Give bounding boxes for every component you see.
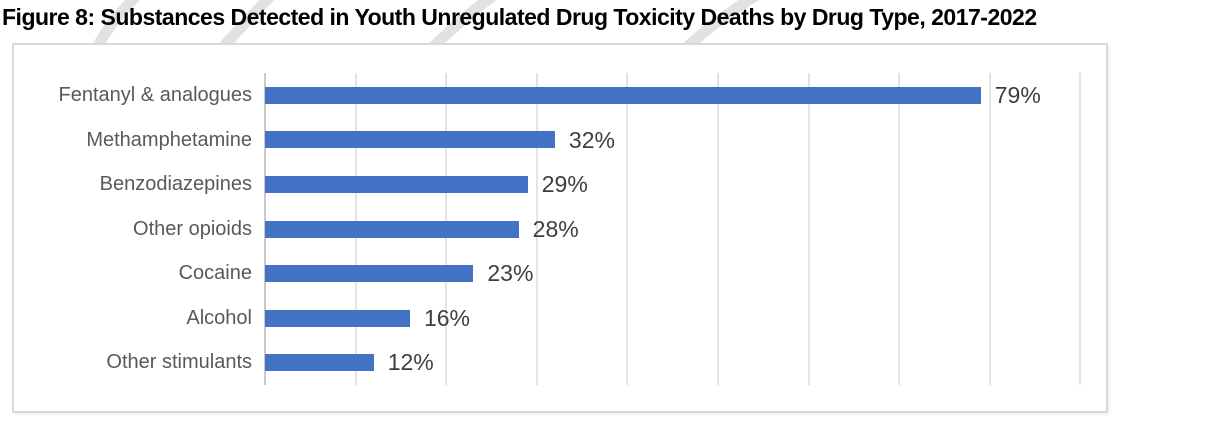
bar: [265, 220, 519, 238]
bar: [265, 309, 410, 327]
gridline: [898, 73, 901, 385]
value-label: 79%: [994, 82, 1041, 108]
category-label: Other stimulants: [106, 351, 252, 374]
value-label: 16%: [423, 304, 470, 331]
bar: [265, 175, 528, 193]
bar: [265, 354, 374, 372]
category-label: Methamphetamine: [86, 128, 252, 151]
bar: [265, 131, 555, 149]
bar: [265, 265, 474, 283]
category-label: Fentanyl & analogues: [58, 84, 252, 106]
bar-chart: Fentanyl & analogues 79% Methamphetamine 32…: [12, 43, 1108, 413]
value-label: 32%: [568, 126, 615, 153]
value-label: 28%: [532, 215, 579, 242]
gridline: [988, 73, 991, 385]
gridline: [535, 73, 538, 385]
bar: [265, 86, 981, 104]
gridline: [807, 73, 810, 385]
category-label: Alcohol: [186, 306, 252, 329]
gridline: [1079, 73, 1082, 385]
figure-title: Figure 8: Substances Detected in Youth U…: [2, 4, 1037, 30]
category-label: Other opioids: [133, 217, 252, 240]
value-label: 12%: [387, 349, 434, 376]
category-label: Cocaine: [178, 262, 252, 285]
value-label: 29%: [541, 171, 588, 198]
gridline: [626, 73, 629, 385]
gridline: [717, 73, 719, 385]
value-label: 23%: [487, 260, 534, 287]
category-label: Benzodiazepines: [99, 173, 252, 196]
